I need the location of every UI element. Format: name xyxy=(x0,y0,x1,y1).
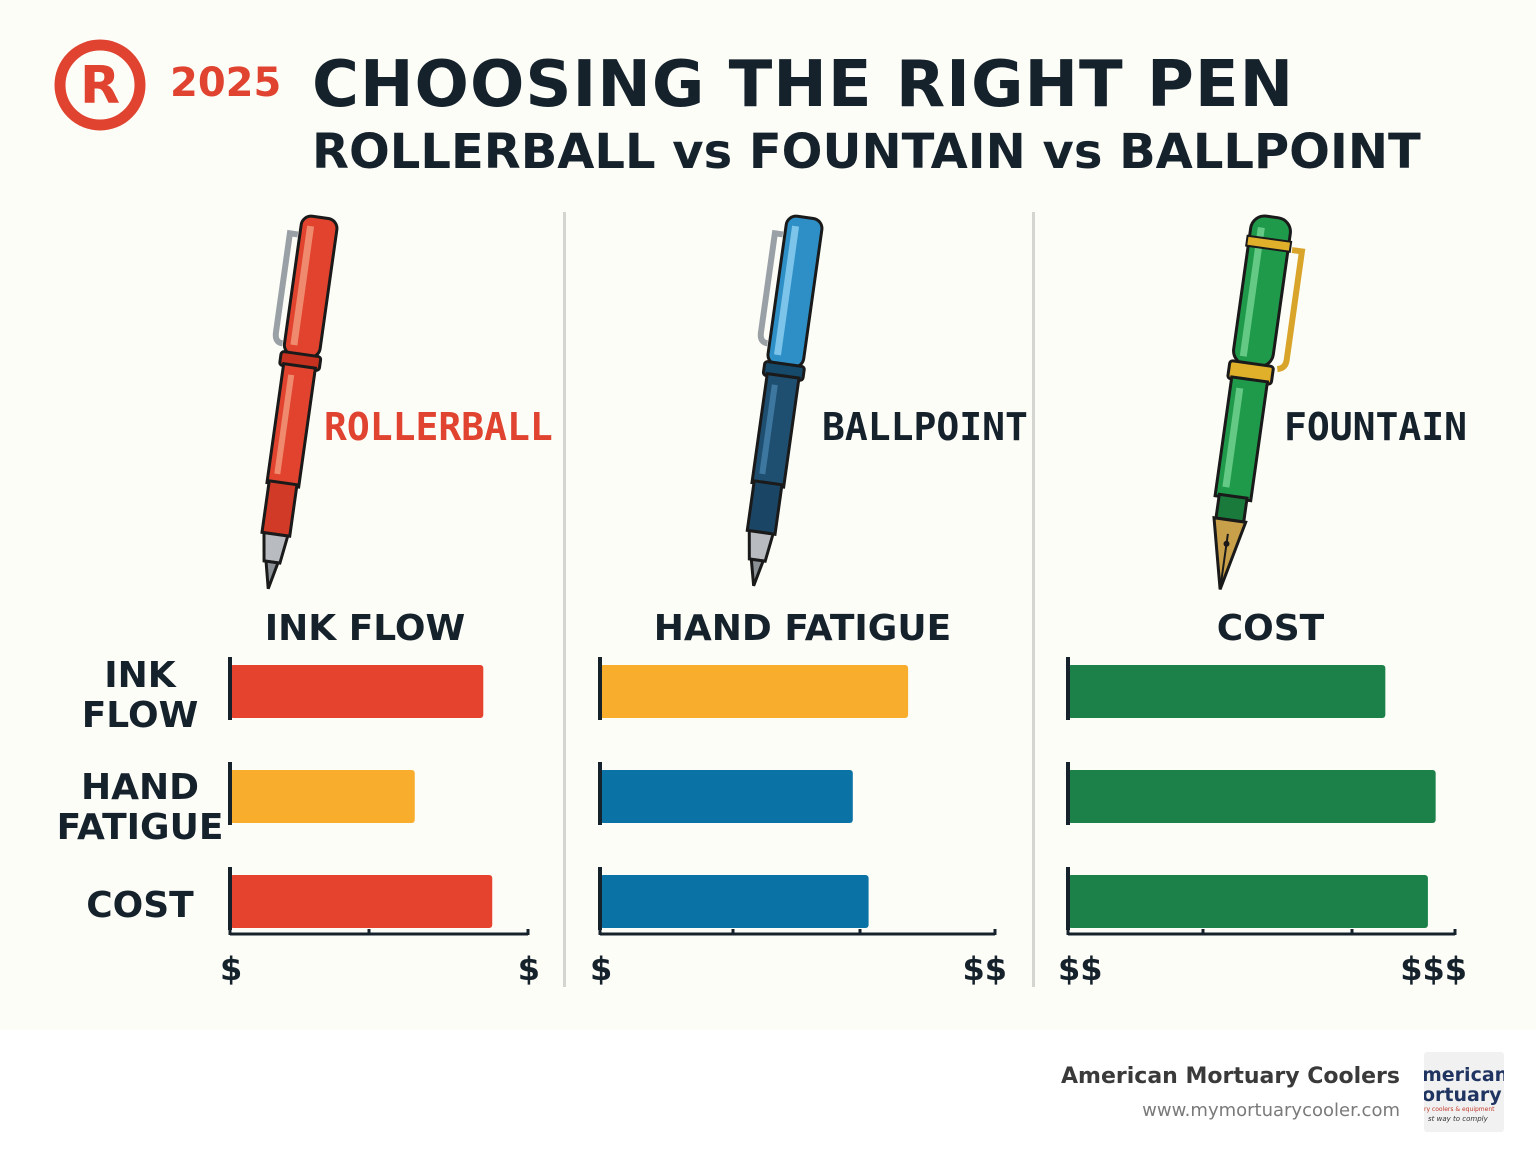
x-tick-label: $$$ xyxy=(1400,950,1467,988)
rollerball-label: ROLLERBALL xyxy=(324,405,553,449)
bar-hand-fatigue xyxy=(1068,770,1436,823)
logo-letter: R xyxy=(80,56,120,116)
x-tick-label: $ xyxy=(220,950,242,988)
year-label: 2025 xyxy=(170,60,282,106)
column-divider xyxy=(1032,212,1035,987)
bar-cost xyxy=(230,875,493,928)
badge-line2: ortuary xyxy=(1424,1084,1502,1106)
bar-cost xyxy=(1068,875,1428,928)
fountain-pen-icon xyxy=(1212,214,1306,590)
x-tick-label: $ xyxy=(518,950,540,988)
fountain-label: FOUNTAIN xyxy=(1284,405,1468,449)
bar-ink-flow xyxy=(230,665,484,718)
badge-line3: ry coolers & equipment xyxy=(1424,1106,1495,1113)
badge-line4: st way to comply xyxy=(1428,1115,1488,1123)
bar-hand-fatigue xyxy=(230,770,415,823)
footer-url[interactable]: www.mymortuarycooler.com xyxy=(1142,1100,1400,1121)
row-label-cost: COST xyxy=(86,885,194,926)
bar-hand-fatigue xyxy=(600,770,853,823)
ballpoint-pen-icon xyxy=(745,214,824,587)
column-divider xyxy=(563,212,566,987)
company-badge-logo: merican ortuary ry coolers & equipment s… xyxy=(1424,1052,1504,1132)
bar-ink-flow xyxy=(1068,665,1386,718)
badge-line1: merican xyxy=(1424,1064,1504,1086)
footer-company: American Mortuary Coolers xyxy=(1061,1064,1400,1089)
rollerball-pen-icon xyxy=(260,214,339,590)
page-subtitle: ROLLERBALL vs FOUNTAIN vs BALLPOINT xyxy=(312,124,1421,180)
bar-cost xyxy=(600,875,869,928)
x-tick-label: $$ xyxy=(1058,950,1103,988)
x-tick-label: $ xyxy=(590,950,612,988)
row-label-hand-fatigue: HAND FATIGUE xyxy=(56,767,224,848)
page-title: CHOOSING THE RIGHT PEN xyxy=(312,48,1295,122)
x-tick-label: $$ xyxy=(962,950,1007,988)
registered-logo-icon: R xyxy=(54,39,146,131)
panel-title-ink-flow: INK FLOW xyxy=(264,608,466,649)
bar-ink-flow xyxy=(600,665,909,718)
panel-title-cost: COST xyxy=(1216,608,1325,649)
comparison-bar-charts: $ $ $ $$ $$ $$$ xyxy=(220,657,1467,988)
row-label-ink-flow: INK FLOW xyxy=(81,655,199,736)
panel-title-hand-fatigue: HAND FATIGUE xyxy=(653,608,952,649)
ballpoint-label: BALLPOINT xyxy=(822,405,1028,449)
